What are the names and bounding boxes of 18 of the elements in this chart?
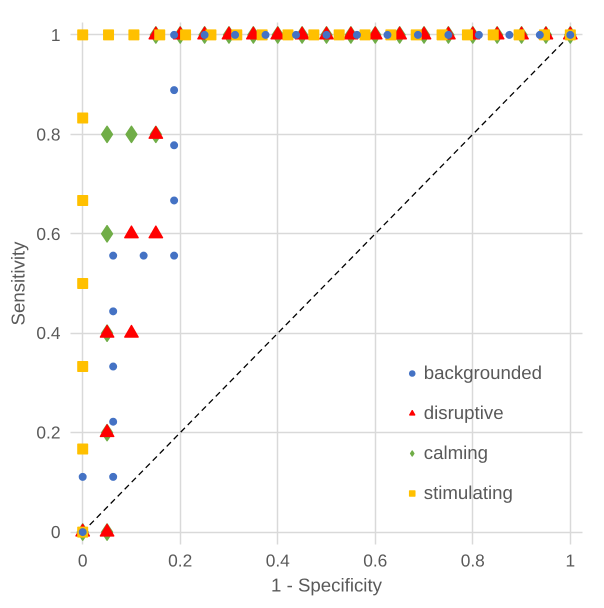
x-tick-label: 0.4 [266,550,290,570]
legend-label: backgrounded [424,362,542,384]
legend-label: stimulating [424,482,513,504]
x-axis-title: 1 - Specificity [271,574,383,596]
x-tick-label: 0 [78,550,88,570]
y-tick-label: 0.2 [36,422,61,443]
x-tick-label: 1 [565,550,576,570]
x-tick-label: 0.6 [363,550,388,570]
y-tick-label: 0.6 [36,224,61,244]
legend-label: calming [424,442,488,464]
y-tick-label: 1 [50,24,61,45]
y-tick-label: 0.4 [36,323,61,344]
x-tick-label: 0.2 [168,550,192,570]
y-tick-label: 0.8 [36,124,61,144]
legend-label: disruptive [424,402,504,424]
y-tick-label: 0 [50,522,61,542]
y-axis-title: Sensitivity [7,240,28,326]
x-tick-label: 0.8 [460,550,485,570]
